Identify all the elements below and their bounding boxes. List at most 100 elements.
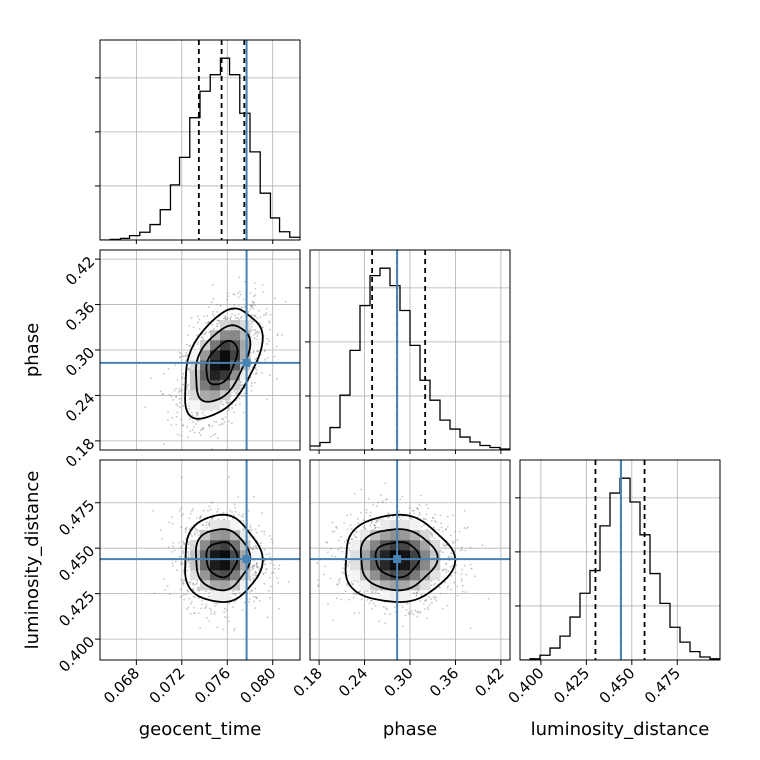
sample-point [232, 590, 235, 593]
sample-point [256, 335, 259, 337]
sample-point [415, 595, 418, 597]
sample-point [409, 517, 411, 519]
density-cell [360, 580, 371, 591]
sample-point [191, 535, 194, 537]
sample-point [433, 597, 436, 600]
sample-point [416, 591, 418, 594]
sample-point [222, 317, 225, 320]
sample-point [253, 381, 256, 384]
sample-point [196, 419, 199, 422]
sample-point [176, 411, 179, 414]
density-cell [430, 550, 441, 561]
sample-point [264, 358, 267, 361]
sample-point [233, 593, 236, 596]
density-cell [200, 390, 211, 401]
density-cell [210, 360, 221, 371]
sample-point [337, 539, 340, 542]
sample-point [443, 568, 446, 571]
sample-point [176, 405, 179, 408]
x-tick-label-geocent_time: 0.080 [236, 664, 279, 707]
sample-point [377, 526, 380, 529]
sample-point [430, 580, 433, 582]
sample-point [182, 373, 185, 375]
sample-point [187, 368, 190, 371]
sample-point [252, 578, 255, 581]
sample-point [210, 609, 213, 612]
sample-point [179, 578, 182, 581]
sample-point [253, 572, 256, 575]
sample-point [456, 585, 459, 588]
density-cell [210, 540, 221, 551]
sample-point [418, 504, 421, 506]
sample-point [237, 495, 239, 498]
sample-point [441, 530, 444, 533]
sample-point [241, 383, 244, 386]
sample-point [233, 627, 236, 630]
sample-point [205, 521, 208, 524]
sample-point [465, 527, 468, 530]
sample-point [263, 350, 266, 353]
sample-point [239, 403, 241, 406]
sample-point [185, 343, 188, 346]
sample-point [377, 592, 380, 595]
sample-point [196, 580, 199, 583]
sample-point [227, 409, 230, 412]
density-cell [220, 530, 231, 541]
sample-point [184, 527, 187, 530]
sample-point [254, 570, 257, 573]
sample-point [481, 544, 484, 547]
sample-point [432, 583, 435, 586]
density-cell [410, 550, 421, 561]
sample-point [266, 568, 268, 570]
sample-point [225, 318, 228, 320]
sample-point [175, 395, 177, 398]
density-cell [420, 530, 431, 541]
sample-point [255, 545, 258, 548]
sample-point [185, 359, 187, 362]
sample-point [178, 397, 181, 400]
density-cell [370, 540, 381, 551]
sample-point [233, 411, 235, 414]
sample-point [168, 521, 171, 524]
sample-point [261, 512, 264, 514]
sample-point [419, 611, 422, 613]
sample-point [256, 317, 259, 320]
sample-point [181, 388, 184, 391]
sample-point [263, 314, 265, 316]
sample-point [254, 314, 257, 317]
sample-point [458, 530, 461, 533]
sample-point [216, 626, 219, 629]
sample-point [273, 355, 276, 358]
sample-point [425, 599, 427, 602]
sample-point [192, 326, 195, 329]
sample-point [187, 553, 190, 556]
sample-point [211, 323, 214, 326]
sample-point [284, 300, 287, 303]
density-cell [410, 560, 421, 571]
sample-point [271, 572, 273, 574]
sample-point [229, 401, 232, 403]
sample-point [191, 582, 194, 585]
sample-point [251, 306, 253, 309]
sample-point [185, 563, 188, 565]
sample-point [210, 435, 212, 438]
sample-point [162, 372, 165, 375]
density-cell [400, 580, 411, 591]
sample-point [182, 552, 185, 554]
sample-point [459, 549, 462, 552]
sample-point [176, 378, 179, 381]
sample-point [367, 498, 370, 500]
sample-point [241, 306, 243, 309]
sample-point [211, 424, 214, 427]
sample-point [191, 414, 194, 417]
sample-point [180, 526, 183, 529]
sample-point [213, 420, 216, 423]
sample-point [209, 472, 211, 474]
sample-point [187, 559, 190, 562]
sample-point [331, 530, 334, 533]
density-cell [360, 550, 371, 561]
sample-point [190, 317, 193, 320]
sample-point [425, 518, 427, 521]
sample-point [352, 596, 355, 599]
sample-point [211, 501, 214, 504]
